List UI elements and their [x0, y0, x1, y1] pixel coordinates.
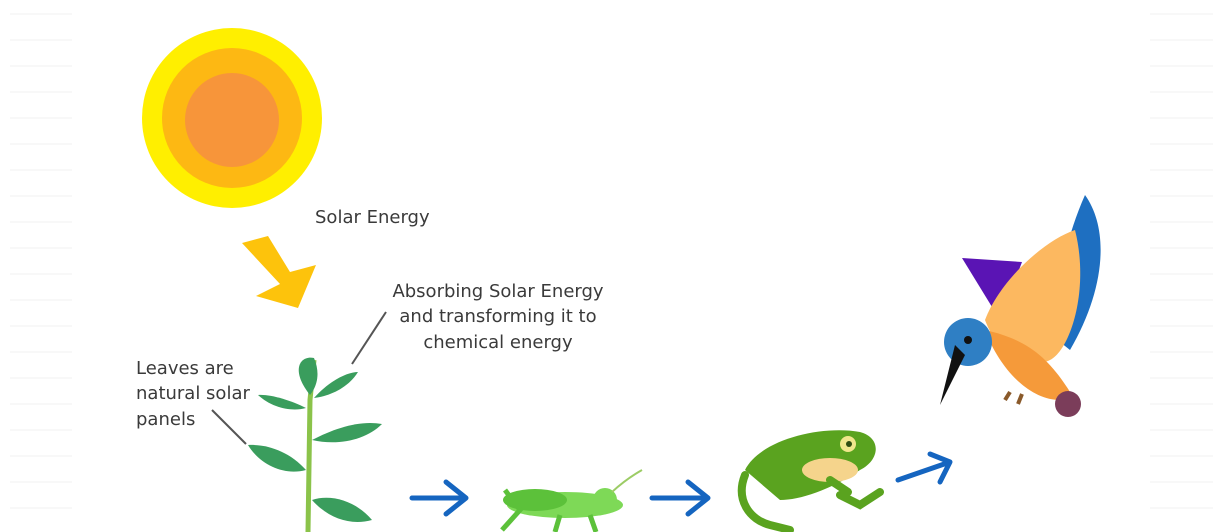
- leaves-label: Leaves are natural solar panels: [136, 358, 250, 430]
- sun: [142, 28, 322, 208]
- absorbing-line: and transforming it to: [399, 306, 596, 327]
- absorbing-line: Absorbing Solar Energy: [392, 281, 603, 302]
- leaves-line: natural solar: [136, 383, 250, 404]
- leaves-line: Leaves are: [136, 358, 234, 379]
- absorbing-line: chemical energy: [423, 332, 573, 353]
- absorbing-label: Absorbing Solar Energy and transforming …: [392, 281, 603, 353]
- food-chain-diagram: Solar Energy Absorbing Solar Energy and …: [0, 0, 1213, 532]
- plant: [248, 358, 382, 532]
- sun-arrow: [242, 236, 316, 308]
- frog: [742, 430, 880, 530]
- solar-energy-label: Solar Energy: [315, 207, 430, 228]
- leaves-line: panels: [136, 409, 195, 430]
- kingfisher: [940, 195, 1101, 417]
- grasshopper: [502, 470, 642, 532]
